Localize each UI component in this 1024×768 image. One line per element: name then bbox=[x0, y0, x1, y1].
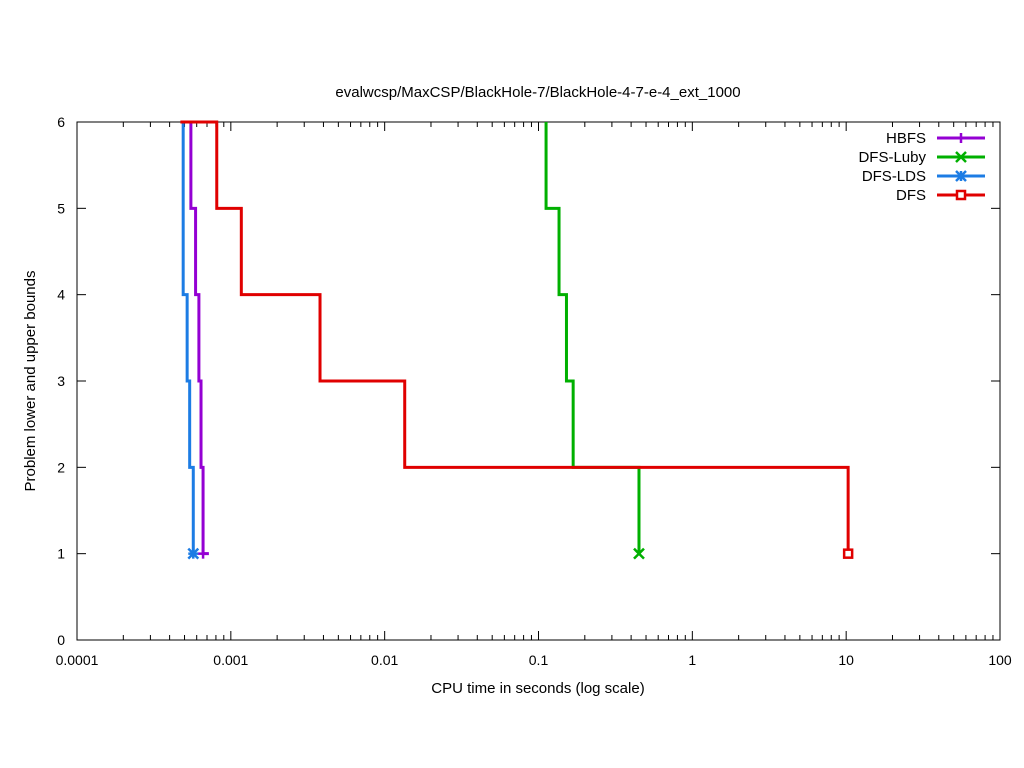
y-tick-label: 2 bbox=[57, 459, 65, 475]
series-marker-dfs bbox=[842, 548, 854, 559]
legend-marker bbox=[955, 151, 967, 163]
x-tick-label: 10 bbox=[838, 652, 854, 668]
tick-labels: 0.0001 0.001 0.01 0.1 1 10 100 0 1 2 3 4 5 6 bbox=[56, 114, 1012, 668]
legend-label: HBFS bbox=[886, 130, 926, 147]
y-tick-label: 3 bbox=[57, 373, 65, 389]
x-tick-label: 0.0001 bbox=[56, 652, 99, 668]
series-line-dfs-lds bbox=[181, 122, 195, 554]
y-tick-label: 0 bbox=[57, 632, 65, 648]
legend-label: DFS bbox=[896, 187, 926, 204]
y-tick-label: 1 bbox=[57, 546, 65, 562]
series-marker-dfs-lds bbox=[187, 547, 200, 560]
legend-label: DFS-Luby bbox=[858, 149, 926, 166]
x-tick-label: 0.001 bbox=[213, 652, 248, 668]
y-tick-label: 6 bbox=[57, 114, 65, 130]
y-tick-label: 4 bbox=[57, 287, 65, 303]
series-marker-dfs-luby bbox=[633, 547, 645, 560]
y-tick-label: 5 bbox=[57, 200, 65, 216]
legend-label: DFS-LDS bbox=[862, 168, 926, 185]
x-tick-label: 0.1 bbox=[529, 652, 549, 668]
legend-marker bbox=[955, 170, 967, 182]
x-tick-label: 100 bbox=[988, 652, 1012, 668]
legend: HBFS DFS-Luby DFS-LDS DFS bbox=[858, 130, 985, 204]
series-line-dfs-luby bbox=[544, 122, 641, 554]
chart-title: evalwcsp/MaxCSP/BlackHole-7/BlackHole-4-… bbox=[335, 84, 740, 101]
x-tick-label: 1 bbox=[688, 652, 696, 668]
series-line-dfs bbox=[180, 120, 850, 554]
legend-marker bbox=[955, 189, 967, 201]
series-lines bbox=[180, 120, 854, 560]
y-axis-title: Problem lower and upper bounds bbox=[22, 271, 39, 492]
series-line-hbfs bbox=[189, 122, 209, 556]
x-tick-label: 0.01 bbox=[371, 652, 398, 668]
series-marker-hbfs bbox=[198, 548, 209, 559]
x-axis-title: CPU time in seconds (log scale) bbox=[431, 680, 644, 697]
legend-marker bbox=[956, 133, 966, 143]
